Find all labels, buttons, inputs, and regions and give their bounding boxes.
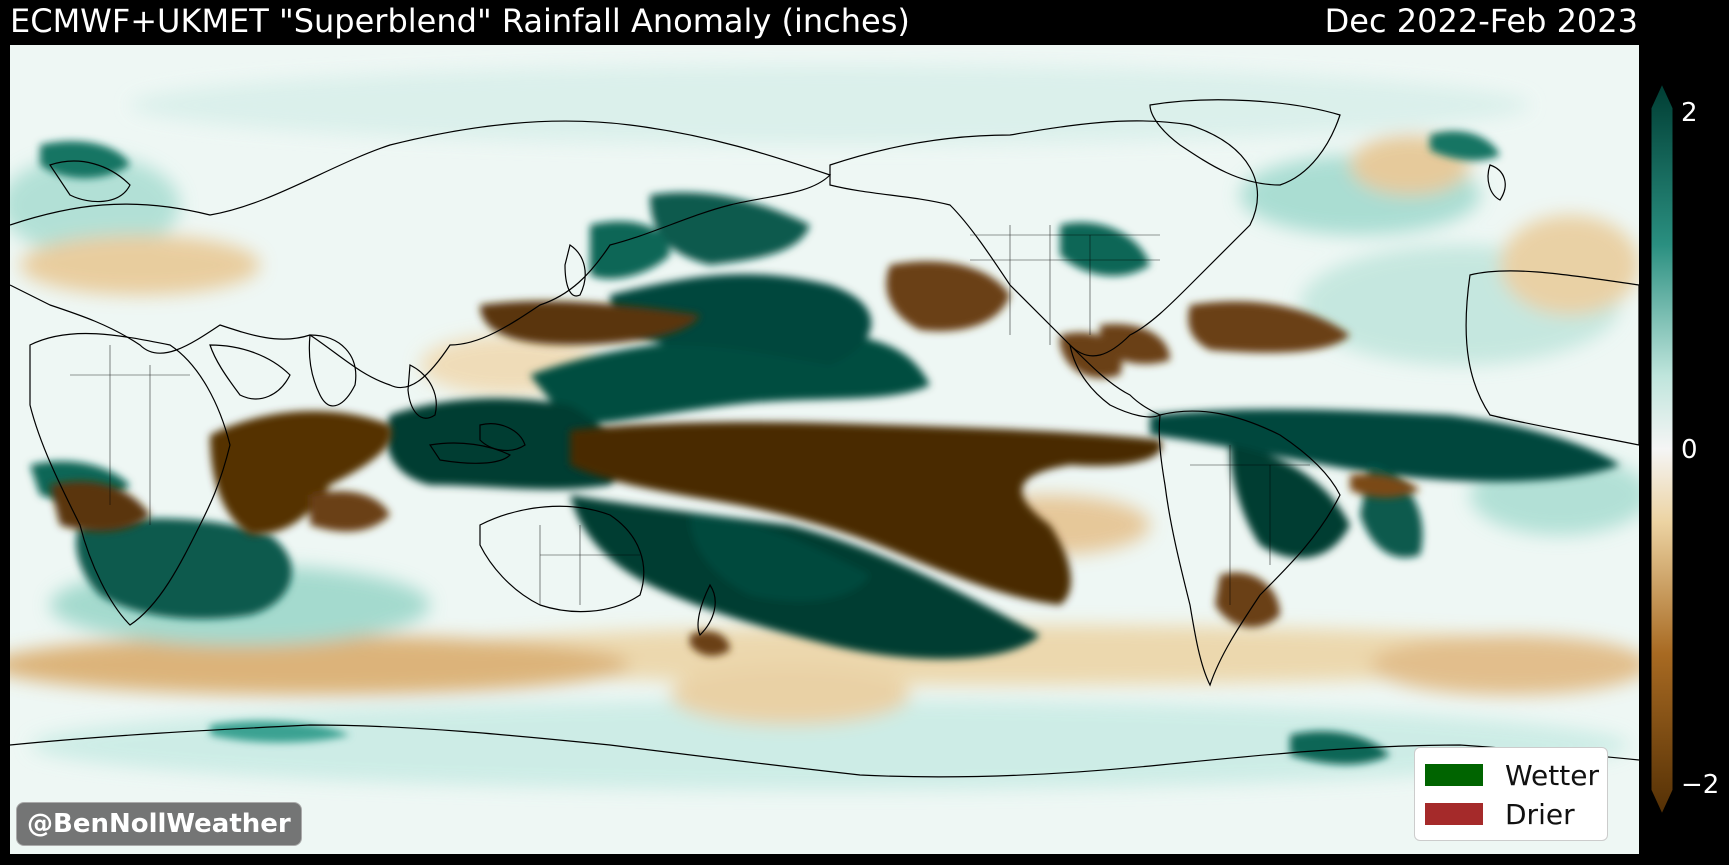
drier-swatch [1425,803,1483,825]
forecast-period: Dec 2022-Feb 2023 [1324,2,1638,40]
wetter-swatch [1425,764,1483,786]
colorbar-tick-max: 2 [1681,98,1698,128]
map-title: ECMWF+UKMET "Superblend" Rainfall Anomal… [10,2,910,40]
colorbar-tick-min: −2 [1681,770,1720,800]
map-legend: Wetter Drier [1414,747,1608,841]
colorbar [1651,84,1673,814]
colorbar-tick-zero: 0 [1681,435,1698,465]
rainfall-anomaly-map [10,45,1639,854]
legend-item-wetter: Wetter [1425,757,1599,793]
coastline-outlines [10,99,1639,778]
legend-label-drier: Drier [1505,797,1575,831]
credit-badge: @BenNollWeather [16,802,302,846]
legend-item-drier: Drier [1425,796,1575,832]
legend-label-wetter: Wetter [1505,758,1599,792]
